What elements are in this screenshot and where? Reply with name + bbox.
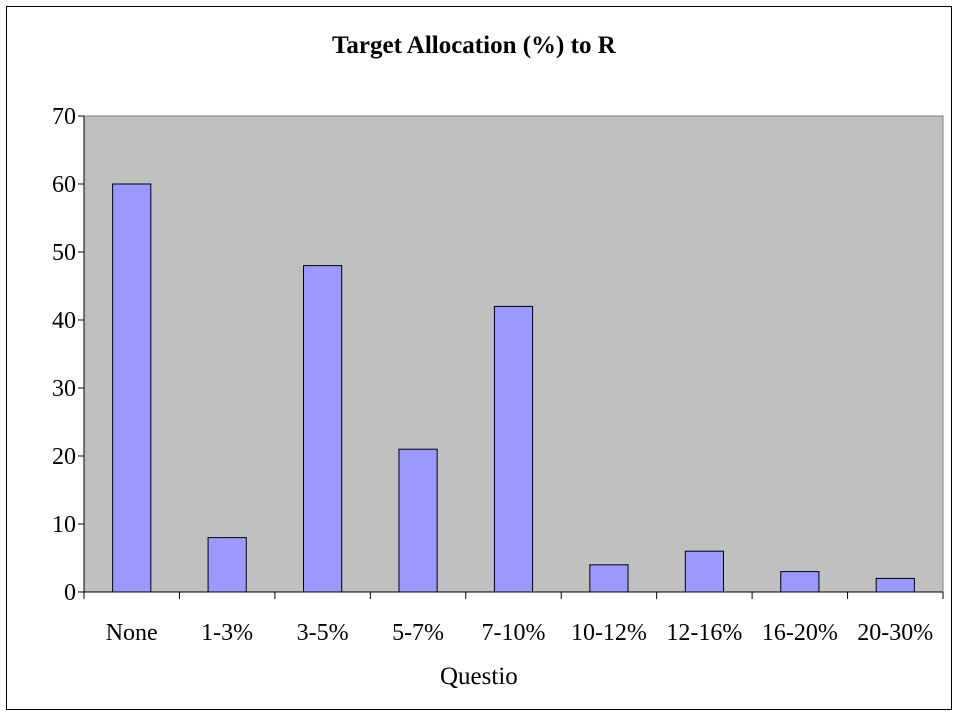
bar-3	[398, 448, 438, 593]
y-tick-label-1: 10	[52, 512, 76, 538]
bar-6	[684, 550, 724, 593]
x-tick-label-2: 3-5%	[297, 620, 349, 646]
x-tick-label-4: 7-10%	[482, 620, 546, 646]
x-tick-label-7: 16-20%	[762, 620, 838, 646]
x-tick-label-0: None	[106, 620, 158, 646]
bar-4	[493, 305, 534, 593]
chart-title: Target Allocation (%) to R	[332, 32, 616, 59]
x-tick-label-5: 10-12%	[571, 620, 647, 646]
bars	[112, 183, 915, 593]
y-tick-label-4: 40	[52, 308, 76, 334]
x-axis-ticks: None 1-3% 3-5% 5-7% 7-10% 10-12% 12-16% 16-20% 2…	[83, 592, 944, 646]
y-tick-label-0: 0	[64, 580, 76, 606]
bar-2	[303, 265, 343, 593]
x-tick-label-1: 1-3%	[201, 620, 253, 646]
y-tick-label-7: 70	[52, 104, 76, 130]
y-tick-label-6: 60	[52, 172, 76, 198]
bar-5	[589, 564, 629, 593]
y-axis-ticks: 0 10 20 30 40 50 60 70	[52, 104, 84, 606]
x-tick-label-8: 20-30%	[857, 620, 933, 646]
x-axis-label: Questio	[440, 663, 518, 690]
y-tick-label-5: 50	[52, 240, 76, 266]
x-tick-label-6: 12-16%	[666, 620, 742, 646]
bar-0	[112, 183, 152, 593]
y-tick-label-3: 30	[52, 376, 76, 402]
x-tick-label-3: 5-7%	[392, 620, 444, 646]
bar-1	[207, 537, 247, 593]
bar-7	[780, 571, 820, 593]
axes	[83, 116, 943, 593]
y-tick-label-2: 20	[52, 444, 76, 470]
bar-8	[875, 577, 915, 593]
